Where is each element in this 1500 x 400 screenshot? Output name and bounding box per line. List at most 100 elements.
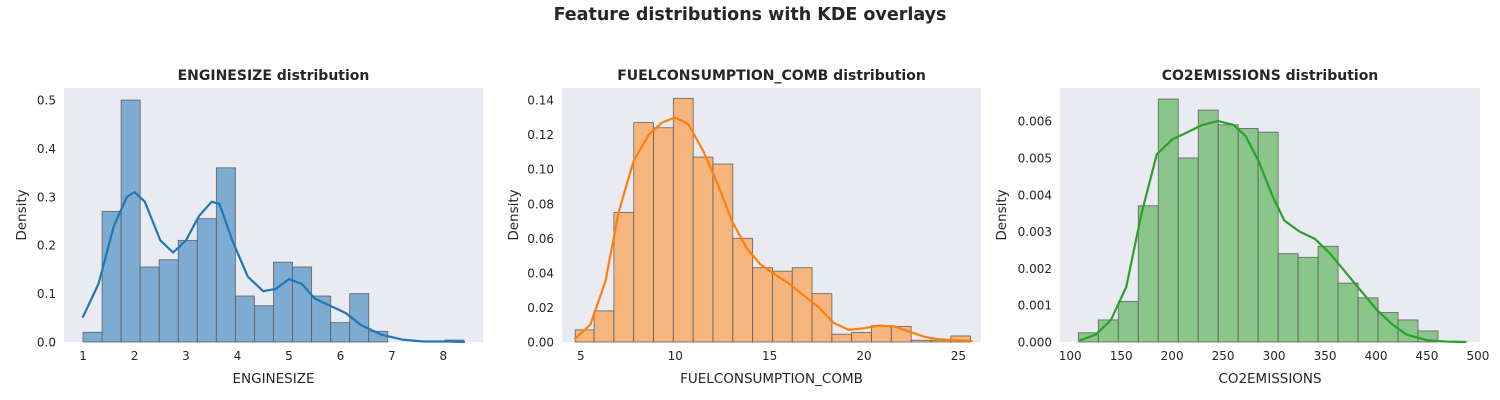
y-tick-label: 0.12 (527, 128, 554, 142)
histogram-bar (1157, 98, 1179, 343)
histogram-bar (1217, 124, 1239, 343)
histogram-bar (732, 237, 754, 343)
histogram-bar (752, 267, 773, 343)
histogram-bar (1357, 297, 1379, 343)
x-tick-label: 150 (1110, 349, 1133, 363)
y-axis-label: Density (506, 189, 522, 240)
histogram-bar (177, 239, 198, 343)
y-tick-label: 0.14 (527, 94, 554, 108)
chart-title: FUELCONSUMPTION_COMB distribution (617, 68, 926, 84)
histogram-bar (158, 259, 179, 343)
x-tick-label: 25 (951, 349, 966, 363)
chart-co2emissions: CO2EMISSIONS distribution 100 150 200 250 300… (994, 68, 1490, 387)
x-tick-label: 5 (285, 349, 293, 363)
x-axis-label: FUELCONSUMPTION_COMB (680, 371, 863, 387)
histogram-bar (139, 266, 160, 343)
y-axis-label: Density (994, 189, 1010, 240)
y-tick-label: 0.02 (527, 301, 554, 315)
histogram-bar (1277, 253, 1299, 343)
kde-line (1079, 119, 1467, 344)
histogram-bar (653, 127, 674, 343)
y-tick-label: 0.005 (1018, 151, 1052, 165)
x-tick-label: 8 (440, 349, 448, 363)
histogram-bar (791, 267, 813, 343)
x-tick-label: 100 (1059, 349, 1082, 363)
y-tick-label: 0.1 (37, 287, 56, 301)
histogram-bar (1337, 282, 1359, 343)
x-axis-label: ENGINESIZE (232, 371, 314, 387)
y-tick-label: 0.3 (37, 190, 56, 204)
kde-line (574, 116, 973, 343)
histogram-bar (1177, 157, 1199, 343)
x-tick-label: 2 (131, 349, 139, 363)
x-tick-label: 400 (1365, 349, 1388, 363)
x-tick-label: 3 (182, 349, 190, 363)
y-tick-label: 0.0 (37, 336, 56, 350)
histogram-bar (871, 325, 892, 343)
histogram-bar (672, 97, 694, 343)
histogram-bar (712, 163, 734, 343)
y-tick-label: 0.5 (37, 94, 56, 108)
x-tick-label: 200 (1161, 349, 1184, 363)
x-tick-label: 20 (856, 349, 871, 363)
x-tick-label: 15 (762, 349, 777, 363)
histogram-bar (692, 156, 714, 343)
chart-panel-fuelconsumption: FUELCONSUMPTION_COMB distribution 5 10 15 20… (490, 0, 990, 400)
histogram-bar (234, 295, 255, 343)
histogram-bar (1297, 256, 1319, 343)
y-tick-label: 0.4 (37, 142, 56, 156)
x-axis-label: CO2EMISSIONS (1218, 371, 1321, 387)
chart-title: CO2EMISSIONS distribution (1162, 68, 1379, 84)
y-tick-label: 0.000 (1018, 336, 1052, 350)
y-tick-label: 0.001 (1018, 299, 1052, 313)
x-tick-label: 300 (1263, 349, 1286, 363)
chart-title: ENGINESIZE distribution (178, 68, 370, 84)
chart-panel-co2emissions: CO2EMISSIONS distribution 100 150 200 250 300… (980, 0, 1500, 400)
histogram-bar (831, 333, 853, 343)
figure-title: Feature distributions with KDE overlays (553, 5, 947, 25)
histogram-bar (215, 167, 236, 343)
x-tick-label: 250 (1212, 349, 1235, 363)
histogram-bar (1257, 131, 1279, 343)
y-tick-label: 0.08 (527, 197, 554, 211)
chart-enginesize: ENGINESIZE distribution 1 2 3 4 5 6 7 8 0.0 0.1 0.2… (14, 68, 483, 387)
histogram-bar (771, 270, 793, 343)
histogram-bar (120, 99, 141, 343)
histogram-bar (82, 331, 103, 343)
histogram-bar (593, 310, 615, 343)
histogram-bar (851, 332, 872, 343)
histogram-bar (1117, 301, 1139, 343)
histogram-bar (330, 322, 351, 343)
y-tick-label: 0.004 (1018, 188, 1052, 202)
histogram-bar (311, 295, 332, 343)
x-tick-label: 5 (577, 349, 585, 363)
x-tick-label: 500 (1467, 349, 1490, 363)
y-tick-label: 0.002 (1018, 262, 1052, 276)
y-tick-label: 0.006 (1018, 115, 1052, 129)
histogram-bar (273, 261, 293, 343)
x-tick-label: 6 (337, 349, 345, 363)
x-tick-label: 1 (79, 349, 87, 363)
y-tick-label: 0.2 (37, 239, 56, 253)
y-axis-label: Density (14, 189, 30, 240)
x-tick-label: 350 (1314, 349, 1337, 363)
histogram-bar (1237, 128, 1259, 343)
histogram-bar (196, 218, 217, 343)
y-tick-label: 0.04 (527, 266, 554, 280)
histogram-bar (910, 339, 932, 343)
y-tick-label: 0.10 (527, 163, 554, 177)
histogram-bar (349, 293, 370, 343)
histogram-bar (254, 305, 274, 343)
x-tick-label: 7 (388, 349, 396, 363)
x-tick-label: 4 (234, 349, 242, 363)
histogram-bar (1417, 330, 1439, 343)
chart-fuelconsumption: FUELCONSUMPTION_COMB distribution 5 10 15 20… (506, 68, 981, 387)
y-tick-label: 0.003 (1018, 225, 1052, 239)
histogram-bar (1137, 205, 1159, 343)
y-tick-label: 0.00 (527, 336, 554, 350)
chart-panel-enginesize: ENGINESIZE distribution 1 2 3 4 5 6 7 8 0.0 0.1 0.2… (0, 0, 500, 400)
x-tick-label: 450 (1416, 349, 1439, 363)
histogram-bar (1197, 109, 1219, 343)
y-tick-label: 0.06 (527, 232, 554, 246)
histogram-bar (292, 266, 313, 343)
